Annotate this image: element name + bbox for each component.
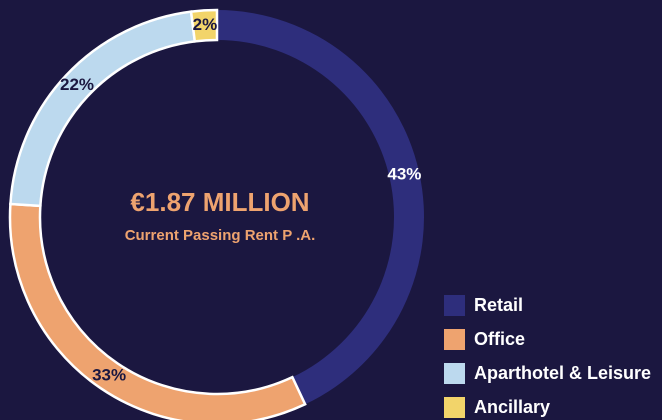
- donut-slice: [217, 10, 425, 405]
- legend-swatch: [444, 363, 465, 384]
- legend-label: Ancillary: [474, 397, 550, 417]
- donut-slice: [189, 8, 219, 43]
- legend-swatch: [444, 397, 465, 418]
- center-subtitle: Current Passing Rent P .A.: [125, 227, 316, 244]
- slice-label: 43%: [387, 165, 421, 184]
- center-title: €1.87 MILLION: [130, 187, 309, 217]
- legend-swatch: [444, 329, 465, 350]
- slice-label: 2%: [193, 15, 218, 34]
- legend-swatch: [444, 295, 465, 316]
- slice-label: 33%: [92, 365, 126, 384]
- legend-label: Office: [474, 329, 525, 349]
- legend-label: Aparthotel & Leisure: [474, 363, 651, 383]
- legend-label: Retail: [474, 295, 523, 315]
- slice-label: 22%: [60, 75, 94, 94]
